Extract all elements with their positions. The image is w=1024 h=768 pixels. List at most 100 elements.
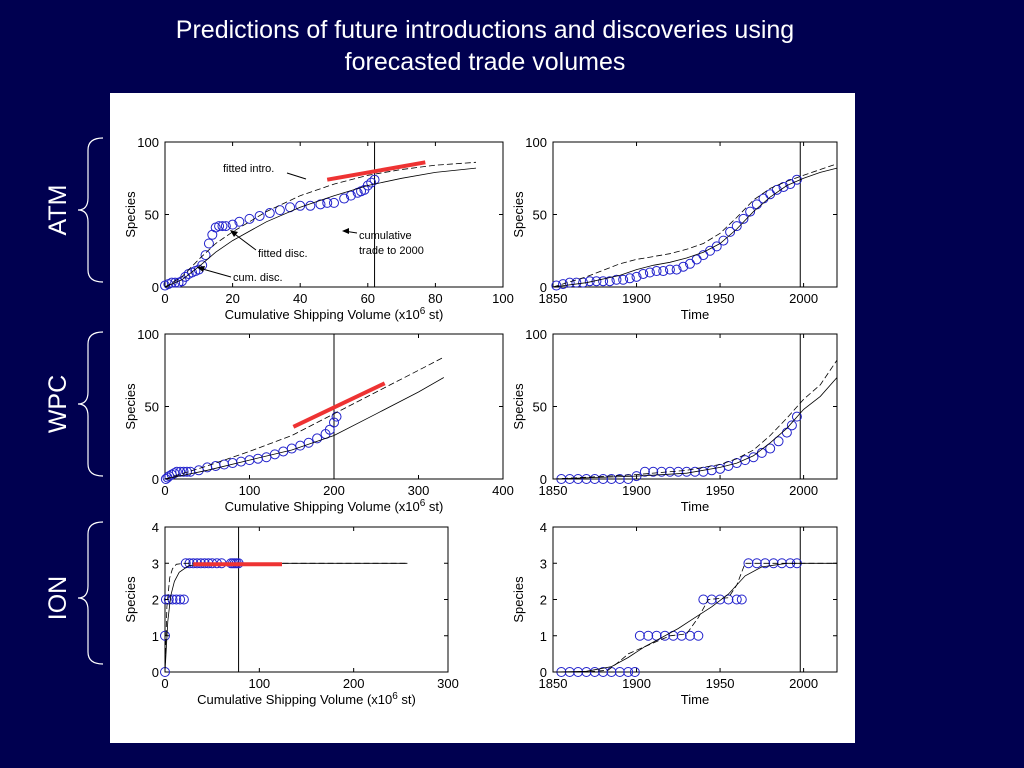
y-tick-label: 2 — [540, 593, 547, 608]
dashed-curve — [164, 356, 444, 480]
fitted-disc-curve — [552, 562, 837, 673]
y-tick-label: 0 — [540, 472, 547, 487]
chart-ion-volume: 0 100 200 300 0 1 2 3 4 Cumulative Shipping Volum… — [123, 520, 459, 707]
dashed-curve — [164, 562, 408, 673]
chart-wpc-time: 1850 1900 1950 2000 0 50 100 Time Species — [511, 327, 838, 514]
y-tick-label: 3 — [540, 556, 547, 571]
fitted-disc-curve — [164, 562, 408, 673]
data-point — [690, 466, 700, 477]
data-point — [706, 465, 717, 476]
x-tick-label: 100 — [492, 291, 514, 306]
annotation-trade-2000: trade to 2000 — [359, 245, 424, 257]
data-point — [634, 630, 645, 641]
data-point — [551, 280, 562, 291]
x-tick-label: 0 — [161, 676, 168, 691]
data-point — [571, 277, 582, 288]
data-point — [745, 206, 756, 217]
data-point — [725, 226, 736, 237]
data-point — [738, 213, 749, 224]
arrow-cum-disc — [198, 267, 232, 278]
plot-frame — [552, 141, 838, 288]
row-braces — [77, 137, 104, 665]
data-point — [760, 558, 771, 569]
data-point — [684, 630, 695, 641]
y-tick-label: 100 — [137, 135, 159, 150]
data-point — [244, 213, 255, 224]
fitted-disc-curve — [164, 377, 444, 480]
x-tick-label: 100 — [248, 676, 270, 691]
x-tick-label: 40 — [293, 291, 307, 306]
data-point — [631, 271, 642, 282]
chart-atm-volume: 0 20 40 60 80 100 0 50 100 Cumulative Shipping Vo… — [123, 135, 514, 322]
x-tick-label: 2000 — [789, 483, 818, 498]
data-point — [786, 420, 797, 431]
data-point — [171, 594, 182, 605]
data-point — [778, 181, 789, 192]
data-point — [751, 558, 762, 569]
data-point — [274, 205, 285, 216]
x-tick-label: 300 — [408, 483, 430, 498]
x-tick-label: 0 — [161, 291, 168, 306]
data-point — [598, 276, 609, 287]
x-axis-label: Time — [681, 499, 709, 514]
x-axis-label: Cumulative Shipping Volume (x106 st) — [197, 691, 416, 707]
data-point — [315, 199, 326, 210]
data-point — [598, 474, 609, 484]
data-point — [624, 273, 635, 284]
data-point — [558, 279, 569, 290]
data-point — [740, 455, 751, 466]
dashed-curve — [552, 163, 838, 288]
data-point — [639, 466, 650, 477]
data-point — [715, 594, 726, 605]
data-point — [658, 266, 669, 277]
fitted-disc-curve — [552, 167, 838, 288]
y-tick-label: 50 — [145, 208, 159, 223]
x-tick-label: 1900 — [622, 676, 651, 691]
data-point — [748, 452, 759, 463]
data-point — [564, 277, 575, 288]
data-point — [711, 241, 722, 252]
data-point — [638, 268, 649, 279]
data-point — [366, 177, 377, 188]
data-point — [178, 594, 189, 605]
data-point — [606, 474, 617, 484]
brace-wpc — [77, 331, 104, 477]
data-point — [773, 436, 784, 447]
data-point — [623, 667, 634, 677]
fitted-intro-line — [292, 381, 386, 429]
data-point — [175, 594, 186, 605]
data-point — [167, 594, 178, 605]
data-point — [329, 417, 339, 428]
data-point — [676, 630, 687, 641]
arrow-fitted-disc — [231, 231, 257, 251]
row-label-atm: ATM — [44, 184, 72, 236]
x-tick-label: 60 — [361, 291, 375, 306]
x-tick-label: 1950 — [706, 483, 735, 498]
data-point — [678, 261, 689, 272]
data-point — [312, 433, 323, 444]
y-tick-label: 1 — [152, 629, 159, 644]
row-label-wpc: WPC — [44, 374, 72, 434]
title-line-1: Predictions of future introductions and … — [175, 16, 795, 44]
data-point — [681, 466, 692, 477]
x-tick-label: 1850 — [539, 676, 568, 691]
data-point — [362, 180, 373, 191]
annotation-cum-disc: cum. disc. — [233, 272, 283, 284]
annotation-cumulative: cumulative — [359, 230, 412, 242]
dashed-curve — [164, 161, 477, 288]
dashed-curve — [553, 562, 837, 673]
data-point — [181, 466, 192, 477]
data-point — [160, 630, 170, 641]
data-point — [178, 466, 189, 477]
data-point — [214, 221, 225, 232]
y-tick-label: 0 — [152, 280, 159, 295]
data-point — [166, 277, 177, 288]
chart-atm-time: 1850 1900 1950 2000 0 50 100 Time Species — [511, 135, 838, 322]
data-point — [791, 174, 802, 185]
plot-frame — [164, 526, 449, 673]
x-tick-label: 400 — [492, 483, 514, 498]
row-label-ion: ION — [44, 575, 72, 621]
data-point — [163, 594, 174, 605]
x-tick-label: 200 — [323, 483, 345, 498]
